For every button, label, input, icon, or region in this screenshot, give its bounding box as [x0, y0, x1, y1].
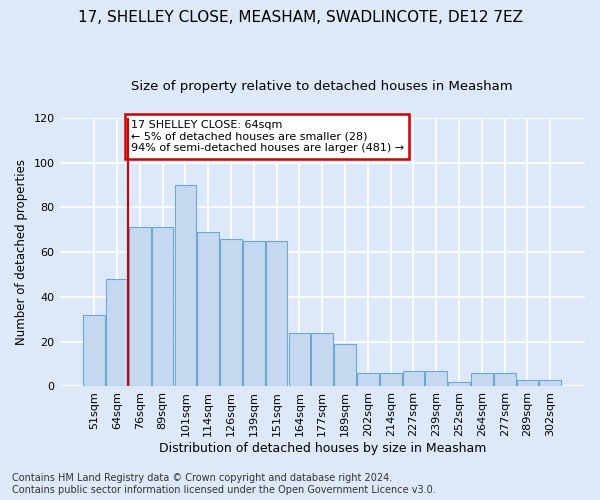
Bar [311, 332, 333, 386]
Bar [220, 238, 242, 386]
Bar [380, 373, 401, 386]
Bar [539, 380, 561, 386]
Y-axis label: Number of detached properties: Number of detached properties [15, 159, 28, 345]
X-axis label: Distribution of detached houses by size in Measham: Distribution of detached houses by size … [158, 442, 486, 455]
Bar [266, 241, 287, 386]
Text: 17, SHELLEY CLOSE, MEASHAM, SWADLINCOTE, DE12 7EZ: 17, SHELLEY CLOSE, MEASHAM, SWADLINCOTE,… [77, 10, 523, 25]
Bar [403, 371, 424, 386]
Bar [357, 373, 379, 386]
Bar [197, 232, 219, 386]
Bar [243, 241, 265, 386]
Title: Size of property relative to detached houses in Measham: Size of property relative to detached ho… [131, 80, 513, 93]
Bar [517, 380, 538, 386]
Bar [289, 332, 310, 386]
Text: Contains HM Land Registry data © Crown copyright and database right 2024.
Contai: Contains HM Land Registry data © Crown c… [12, 474, 436, 495]
Bar [152, 228, 173, 386]
Bar [106, 279, 128, 386]
Bar [448, 382, 470, 386]
Bar [83, 315, 105, 386]
Bar [494, 373, 515, 386]
Bar [471, 373, 493, 386]
Bar [129, 228, 151, 386]
Bar [334, 344, 356, 387]
Bar [425, 371, 447, 386]
Bar [175, 185, 196, 386]
Text: 17 SHELLEY CLOSE: 64sqm
← 5% of detached houses are smaller (28)
94% of semi-det: 17 SHELLEY CLOSE: 64sqm ← 5% of detached… [131, 120, 404, 153]
